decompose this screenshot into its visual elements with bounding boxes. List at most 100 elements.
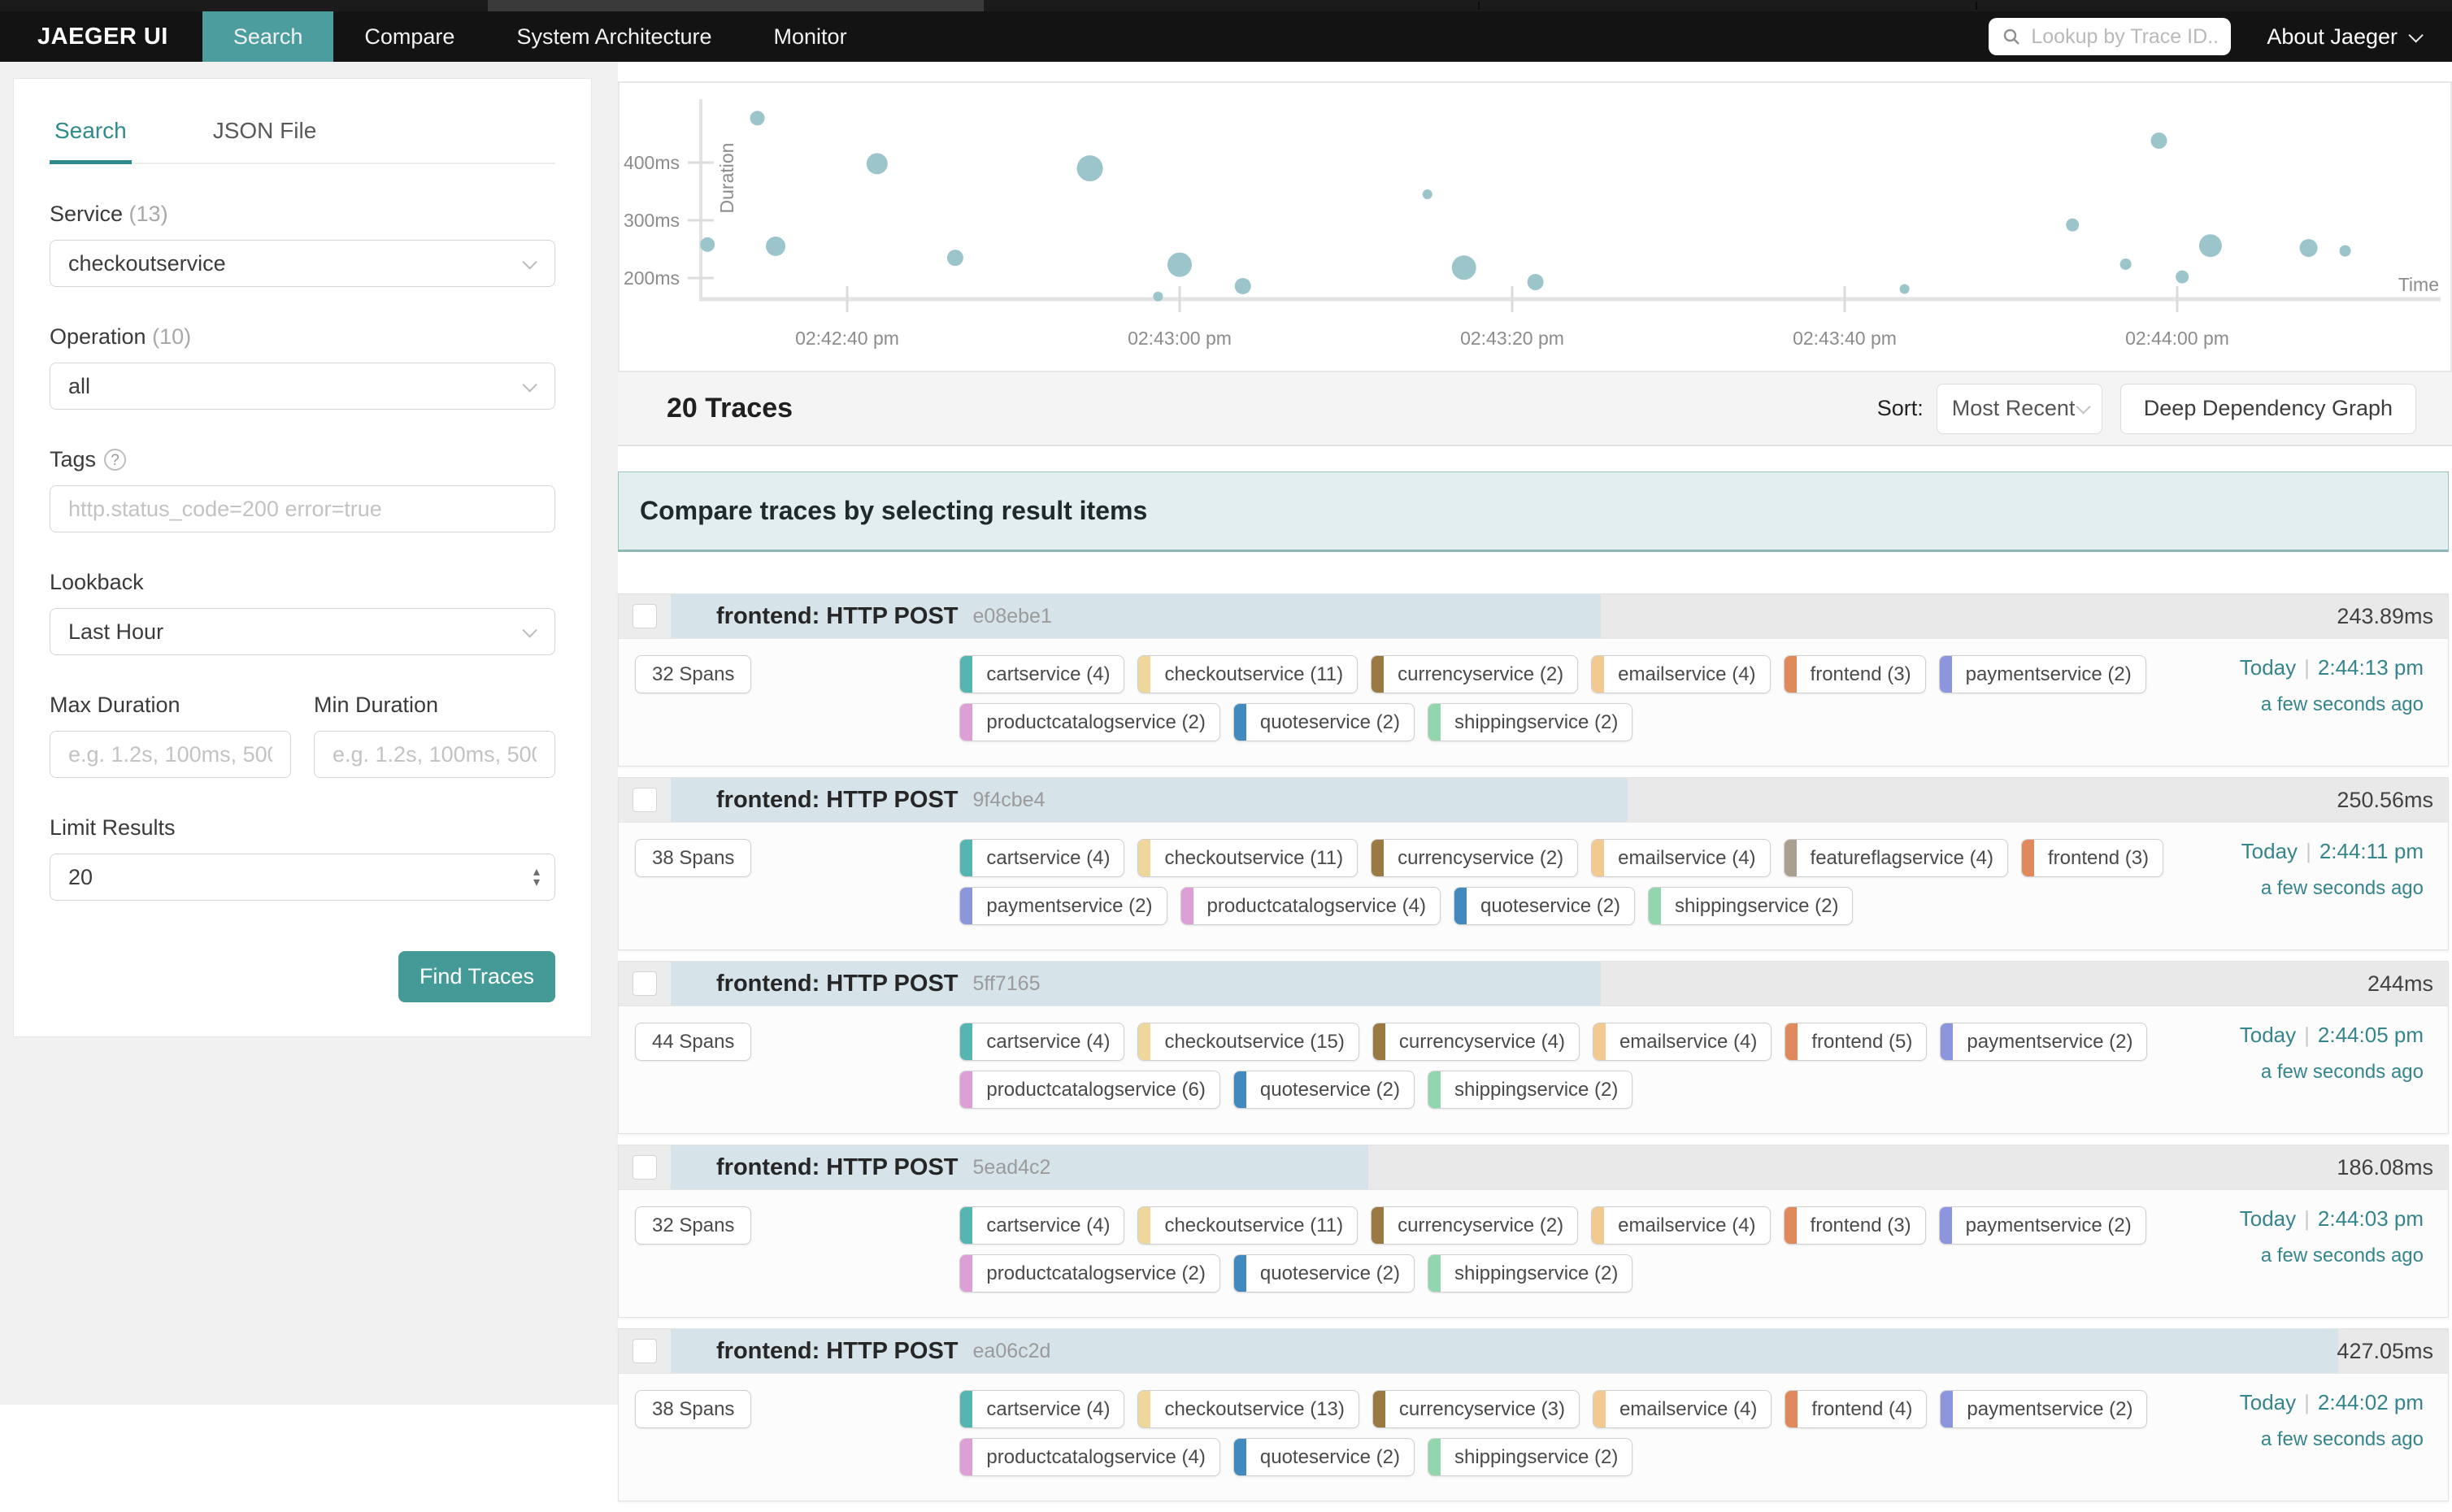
span-count-button[interactable]: 38 Spans xyxy=(635,1390,751,1428)
trace-bubble[interactable] xyxy=(750,111,765,125)
trace-bubbles[interactable] xyxy=(700,111,2350,301)
trace-checkbox[interactable] xyxy=(633,604,657,628)
service-tag-label: productcatalogservice (6) xyxy=(972,1071,1219,1108)
chevron-down-icon xyxy=(522,377,537,392)
trace-bubble[interactable] xyxy=(1077,155,1103,181)
limit-input[interactable] xyxy=(68,865,537,890)
trace-bubble[interactable] xyxy=(2199,234,2222,257)
trace-result-card[interactable]: frontend: HTTP POST 5ff7165 244ms 44 Spa… xyxy=(618,961,2449,1134)
service-tag-label: frontend (3) xyxy=(2034,840,2163,876)
trace-bubble[interactable] xyxy=(1153,292,1163,302)
nav-right: About Jaeger xyxy=(1989,18,2452,55)
panel-tab-search[interactable]: Search xyxy=(50,103,132,164)
trace-result-card[interactable]: frontend: HTTP POST 9f4cbe4 250.56ms 38 … xyxy=(618,777,2449,950)
trace-bubble[interactable] xyxy=(700,237,715,252)
trace-title[interactable]: frontend: HTTP POST xyxy=(716,603,959,630)
trace-bubble[interactable] xyxy=(1167,253,1192,277)
sort-select[interactable]: Most Recent xyxy=(1937,384,2102,434)
trace-title[interactable]: frontend: HTTP POST xyxy=(716,971,959,997)
trace-card-header[interactable]: frontend: HTTP POST 9f4cbe4 250.56ms xyxy=(619,778,2448,822)
app-brand[interactable]: JAEGER UI xyxy=(0,24,202,50)
nav-item-system-architecture[interactable]: System Architecture xyxy=(485,11,742,62)
number-stepper[interactable]: ▴▾ xyxy=(533,867,540,888)
trace-bubble[interactable] xyxy=(867,153,888,174)
help-circle-icon[interactable]: ? xyxy=(104,449,126,471)
trace-checkbox[interactable] xyxy=(633,1339,657,1363)
nav-item-compare[interactable]: Compare xyxy=(333,11,485,62)
find-traces-button[interactable]: Find Traces xyxy=(398,951,555,1002)
service-tag-quoteservice: quoteservice (2) xyxy=(1233,1438,1415,1476)
trace-bubble[interactable] xyxy=(2151,133,2167,149)
nav-item-search[interactable]: Search xyxy=(202,11,334,62)
service-tag-emailservice: emailservice (4) xyxy=(1591,1206,1770,1245)
duration-scatter-plot: Duration Time 200ms300ms400ms 02:42:40 p… xyxy=(618,81,2452,372)
trace-bubble[interactable] xyxy=(2340,245,2351,257)
trace-time: 2:44:05 pm xyxy=(2318,1023,2424,1047)
service-tag-emailservice: emailservice (4) xyxy=(1593,1023,1772,1061)
trace-bubble[interactable] xyxy=(2066,219,2079,232)
max-duration-input[interactable] xyxy=(68,742,272,767)
trace-checkbox[interactable] xyxy=(633,788,657,812)
trace-bubble[interactable] xyxy=(2120,259,2132,270)
about-jaeger-menu[interactable]: About Jaeger xyxy=(2267,24,2419,50)
service-tag-label: shippingservice (2) xyxy=(1441,704,1632,741)
trace-result-card[interactable]: frontend: HTTP POST 5ead4c2 186.08ms 32 … xyxy=(618,1145,2449,1318)
service-tag-emailservice: emailservice (4) xyxy=(1591,655,1770,693)
trace-result-card[interactable]: frontend: HTTP POST e08ebe1 243.89ms 32 … xyxy=(618,593,2449,767)
operation-label: Operation xyxy=(50,324,146,349)
operation-select[interactable]: all xyxy=(50,363,555,410)
trace-lookup-box[interactable] xyxy=(1989,18,2231,55)
svg-text:02:42:40 pm: 02:42:40 pm xyxy=(795,328,899,349)
service-color-bar xyxy=(960,1255,972,1292)
lookback-select[interactable]: Last Hour xyxy=(50,608,555,655)
service-tag-productcatalogservice: productcatalogservice (6) xyxy=(959,1071,1219,1109)
trace-bubble[interactable] xyxy=(1900,284,1910,293)
scatter-svg[interactable]: Duration Time 200ms300ms400ms 02:42:40 p… xyxy=(620,83,2450,371)
service-color-bar xyxy=(1940,656,1952,693)
deep-dependency-graph-button[interactable]: Deep Dependency Graph xyxy=(2120,384,2416,434)
service-tag-frontend: frontend (3) xyxy=(1784,655,1926,693)
span-count-button[interactable]: 32 Spans xyxy=(635,655,751,693)
trace-bubble[interactable] xyxy=(2176,271,2189,284)
min-duration-input[interactable] xyxy=(333,742,537,767)
trace-card-body: 38 Spans cartservice (4)checkoutservice … xyxy=(619,822,2448,949)
span-count-button[interactable]: 44 Spans xyxy=(635,1023,751,1061)
trace-card-header[interactable]: frontend: HTTP POST e08ebe1 243.89ms xyxy=(619,594,2448,638)
trace-card-header[interactable]: frontend: HTTP POST 5ff7165 244ms xyxy=(619,962,2448,1006)
nav-item-monitor[interactable]: Monitor xyxy=(743,11,878,62)
tags-input[interactable] xyxy=(68,497,537,522)
service-color-bar xyxy=(1373,1391,1385,1427)
trace-bubble[interactable] xyxy=(1235,278,1251,294)
trace-bubble[interactable] xyxy=(1528,274,1544,290)
trace-bubble[interactable] xyxy=(947,250,963,266)
trace-lookup-input[interactable] xyxy=(2031,25,2218,49)
service-tag-label: productcatalogservice (4) xyxy=(972,1439,1219,1475)
trace-title[interactable]: frontend: HTTP POST xyxy=(716,1338,959,1365)
service-tag-paymentservice: paymentservice (2) xyxy=(1939,655,2146,693)
trace-time-block: Today|2:44:05 pm a few seconds ago xyxy=(2240,1023,2427,1119)
trace-checkbox[interactable] xyxy=(633,1155,657,1180)
trace-bubble[interactable] xyxy=(2300,239,2318,257)
trace-bubble[interactable] xyxy=(766,237,785,256)
service-color-bar xyxy=(1592,840,1604,876)
span-count-button[interactable]: 38 Spans xyxy=(635,839,751,877)
trace-time-block: Today|2:44:03 pm a few seconds ago xyxy=(2240,1206,2427,1302)
trace-title[interactable]: frontend: HTTP POST xyxy=(716,1154,959,1181)
service-select[interactable]: checkoutservice xyxy=(50,240,555,287)
span-count-button[interactable]: 32 Spans xyxy=(635,1206,751,1245)
trace-card-header[interactable]: frontend: HTTP POST ea06c2d 427.05ms xyxy=(619,1329,2448,1373)
trace-title[interactable]: frontend: HTTP POST xyxy=(716,787,959,814)
trace-bubble[interactable] xyxy=(1423,189,1433,199)
service-tag-label: paymentservice (2) xyxy=(1953,1023,2146,1060)
service-tag-checkoutservice: checkoutservice (15) xyxy=(1137,1023,1359,1061)
max-duration-box xyxy=(50,731,291,778)
trace-checkbox[interactable] xyxy=(633,971,657,996)
trace-result-card[interactable]: frontend: HTTP POST ea06c2d 427.05ms 38 … xyxy=(618,1328,2449,1501)
stepper-down-icon[interactable]: ▾ xyxy=(533,877,540,888)
panel-tab-json-file[interactable]: JSON File xyxy=(208,103,322,164)
trace-card-header[interactable]: frontend: HTTP POST 5ead4c2 186.08ms xyxy=(619,1145,2448,1189)
trace-time: 2:44:13 pm xyxy=(2318,655,2424,680)
tags-input-box xyxy=(50,485,555,532)
trace-bubble[interactable] xyxy=(1452,255,1476,280)
tab-separator xyxy=(1976,2,1977,10)
